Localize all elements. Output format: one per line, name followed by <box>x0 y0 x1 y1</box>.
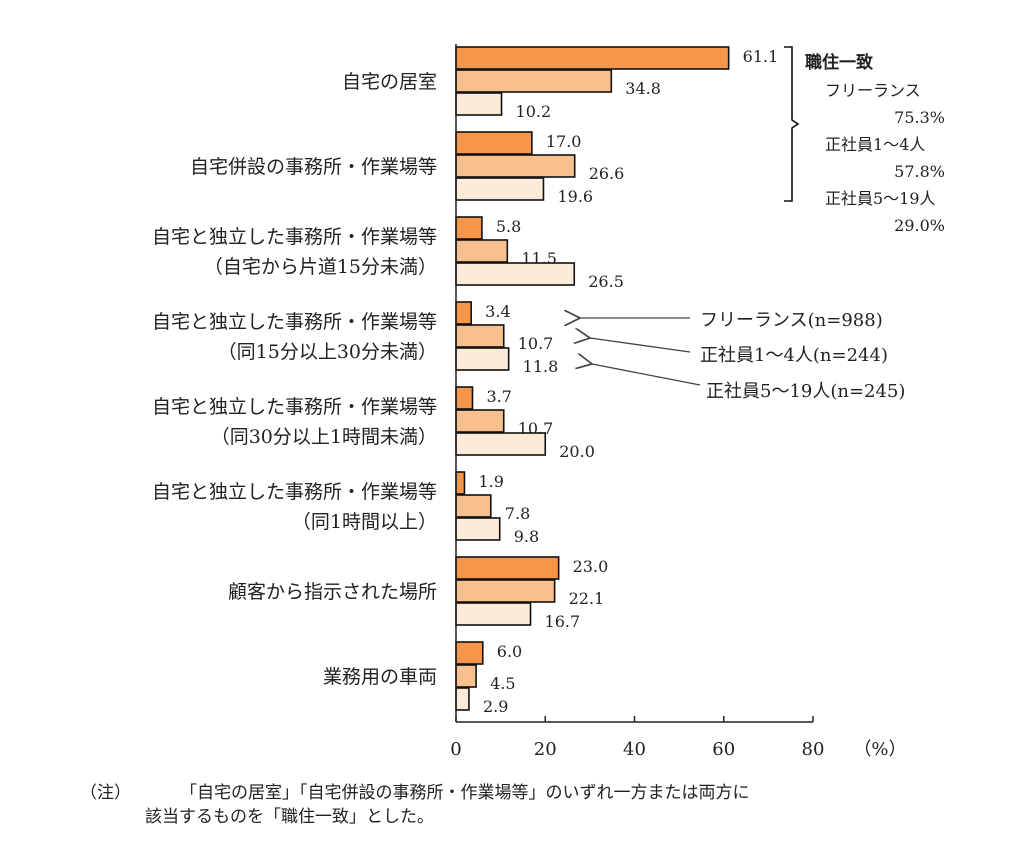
annotation-title: 職住一致 <box>805 52 874 73</box>
note-line-1: 「自宅の居室」「自宅併設の事務所・作業場等」のいずれ一方または両方に <box>180 783 750 803</box>
data-label: 26.6 <box>589 164 625 183</box>
category-label: （同30分以上1時間未満） <box>211 426 437 448</box>
legend-label: フリーランス(n=988) <box>700 310 883 331</box>
category-label: 顧客から指示された場所 <box>228 581 437 603</box>
data-label: 10.7 <box>518 334 554 353</box>
annotation-line: 29.0% <box>894 216 945 235</box>
annotation-line: 75.3% <box>894 108 945 127</box>
bar <box>455 324 505 348</box>
data-label: 19.6 <box>557 187 593 206</box>
note-label: （注） <box>80 783 131 803</box>
bar <box>455 432 547 456</box>
annotation-line: フリーランス <box>825 81 921 100</box>
category-label: （自宅から片道15分未満） <box>204 256 437 278</box>
bar <box>455 517 501 541</box>
annotation-line: 57.8% <box>894 162 945 181</box>
legend-arrow <box>590 338 691 353</box>
bar <box>455 131 533 155</box>
data-label: 16.7 <box>545 612 581 631</box>
data-label: 17.0 <box>546 132 582 151</box>
data-label: 6.0 <box>497 642 522 661</box>
category-label: 自宅と独立した事務所・作業場等 <box>152 396 437 418</box>
data-label: 61.1 <box>743 47 779 66</box>
bar <box>455 46 730 70</box>
bar <box>455 602 532 626</box>
note-line-2: 該当するものを「職住一致」とした。 <box>145 807 434 827</box>
bar <box>455 301 472 325</box>
data-label: 11.8 <box>523 357 559 376</box>
bar <box>455 216 483 240</box>
bar <box>455 494 492 518</box>
data-label: 34.8 <box>625 79 661 98</box>
category-label: 業務用の車両 <box>323 666 437 688</box>
bar <box>455 641 484 665</box>
data-label: 22.1 <box>569 589 605 608</box>
bar <box>455 92 503 116</box>
bar <box>455 687 470 711</box>
bar <box>455 69 613 93</box>
data-label: 5.8 <box>496 217 521 236</box>
data-label: 9.8 <box>514 527 539 546</box>
bracket <box>784 46 800 202</box>
data-label: 26.5 <box>588 272 624 291</box>
data-label: 23.0 <box>573 557 609 576</box>
data-label: 3.4 <box>485 302 510 321</box>
data-label: 20.0 <box>559 442 595 461</box>
bar <box>455 386 474 410</box>
bar <box>455 579 556 603</box>
category-label: 自宅と独立した事務所・作業場等 <box>152 481 437 503</box>
bar <box>455 154 576 178</box>
data-label: 7.8 <box>505 504 530 523</box>
bar <box>455 664 477 688</box>
bar <box>455 262 576 286</box>
data-label: 3.7 <box>487 387 512 406</box>
category-label: 自宅の居室 <box>342 71 437 93</box>
annotation-line: 正社員1～4人 <box>825 135 925 154</box>
x-tick-label: 20 <box>534 739 557 760</box>
legend-label: 正社員5～19人(n=245) <box>706 381 905 402</box>
bar <box>455 239 509 263</box>
bar <box>455 409 505 433</box>
data-label: 10.2 <box>516 102 552 121</box>
annotation-line: 正社員5～19人 <box>825 189 936 208</box>
category-label: 自宅と独立した事務所・作業場等 <box>152 311 437 333</box>
x-axis-unit: （%） <box>853 739 906 760</box>
data-label: 1.9 <box>478 472 503 491</box>
bar <box>455 556 560 580</box>
category-label: （同15分以上30分未満） <box>218 341 437 363</box>
data-label: 2.9 <box>483 697 508 716</box>
x-tick-label: 60 <box>712 739 735 760</box>
bar <box>455 471 466 495</box>
category-label: 自宅と独立した事務所・作業場等 <box>152 226 437 248</box>
x-tick-label: 40 <box>623 739 646 760</box>
data-label: 4.5 <box>490 674 515 693</box>
category-label: （同1時間以上） <box>292 511 437 533</box>
category-label: 自宅併設の事務所・作業場等 <box>190 156 437 178</box>
bar <box>455 177 545 201</box>
legend-arrow <box>592 364 701 386</box>
bar <box>455 347 510 371</box>
legend-label: 正社員1～4人(n=244) <box>700 345 888 366</box>
x-tick-label: 0 <box>450 739 461 760</box>
x-tick-label: 80 <box>802 739 825 760</box>
